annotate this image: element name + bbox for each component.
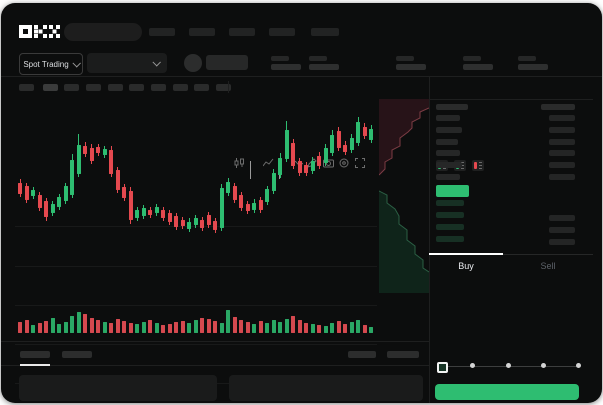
stat-label <box>396 56 414 61</box>
subheader: Spot Trading <box>1 47 602 76</box>
depth-bids-area <box>379 191 429 293</box>
ask-amount <box>549 115 575 121</box>
ask-price <box>436 115 460 121</box>
bid-price <box>436 212 464 218</box>
price-column-header <box>436 104 468 110</box>
timeframe-button[interactable] <box>194 84 209 91</box>
timeframe-button[interactable] <box>151 84 166 91</box>
nav-item[interactable] <box>229 28 255 36</box>
nav-item[interactable] <box>149 28 175 36</box>
stat-value <box>518 64 548 70</box>
book-asks-icon[interactable] <box>472 160 484 171</box>
okx-logo[interactable] <box>19 25 60 38</box>
timeframe-button[interactable] <box>108 84 123 91</box>
price-chart[interactable] <box>1 98 429 384</box>
volume-bars <box>15 299 377 333</box>
bottom-tab[interactable] <box>20 351 50 358</box>
tab-buy[interactable]: Buy <box>458 261 474 271</box>
timeframe-button[interactable] <box>86 84 101 91</box>
stat-value <box>396 64 426 70</box>
active-bottom-tab-underline <box>20 364 50 366</box>
screenshot-icon[interactable] <box>323 158 335 168</box>
pair-price-placeholder <box>206 55 248 70</box>
stat-label <box>518 56 536 61</box>
chart-settings-icon[interactable] <box>339 158 351 168</box>
ask-amount <box>549 138 575 145</box>
amount-column-header <box>541 104 575 110</box>
ask-price <box>436 126 462 133</box>
okx-trading-window: Spot Trading <box>1 3 602 403</box>
chevron-down-icon <box>152 58 161 67</box>
pair-selector[interactable] <box>87 53 167 73</box>
ask-price <box>436 150 460 157</box>
amount-slider[interactable] <box>437 362 581 373</box>
timeframe-button[interactable] <box>129 84 144 91</box>
slider-handle[interactable] <box>437 362 448 373</box>
ask-amount <box>549 174 575 180</box>
timeframe-button[interactable] <box>43 84 58 91</box>
depth-overlay <box>379 99 429 293</box>
slider-stop[interactable] <box>505 363 511 368</box>
nav-item[interactable] <box>269 28 295 36</box>
timeframe-button[interactable] <box>173 84 188 91</box>
bid-price <box>436 236 464 242</box>
timeframe-button[interactable] <box>216 84 231 91</box>
timeframe-button[interactable] <box>64 84 79 91</box>
header <box>1 3 602 47</box>
ask-amount <box>549 126 575 133</box>
bottom-link[interactable] <box>348 351 376 358</box>
tab-sell[interactable]: Sell <box>540 261 556 271</box>
stat-label <box>271 56 289 61</box>
search-input[interactable] <box>64 23 142 41</box>
orderbook-panel: Buy Sell <box>429 77 593 403</box>
chevron-down-icon <box>72 59 81 68</box>
slider-stop[interactable] <box>576 363 581 368</box>
bottom-link[interactable] <box>387 351 419 358</box>
candle-type-icon[interactable] <box>234 158 246 168</box>
slider-stop[interactable] <box>540 363 546 368</box>
market-type-selector[interactable]: Spot Trading <box>19 53 83 75</box>
nav-item[interactable] <box>189 28 215 36</box>
bid-price <box>436 200 464 206</box>
last-price-badge[interactable] <box>436 185 469 197</box>
timeframe-button[interactable] <box>19 84 34 91</box>
bottom-tab[interactable] <box>62 351 92 358</box>
ask-price <box>436 162 462 169</box>
ask-price <box>436 138 458 145</box>
ask-amount <box>549 162 575 169</box>
stat-value <box>271 64 301 70</box>
market-type-label: Spot Trading <box>23 59 69 69</box>
candles <box>15 99 377 299</box>
bottom-tabs <box>1 342 429 368</box>
stat-value <box>309 64 339 70</box>
indicators-icon[interactable] <box>263 158 275 168</box>
ask-price <box>436 174 460 180</box>
chart-toolbar <box>1 77 429 179</box>
bid-amount <box>549 239 575 245</box>
stat-label <box>309 56 327 61</box>
positions-table-placeholder[interactable] <box>229 375 423 401</box>
nav-item[interactable] <box>311 28 339 36</box>
active-tab-indicator <box>429 253 503 255</box>
slider-stop[interactable] <box>470 363 476 368</box>
bid-amount <box>549 227 575 233</box>
depth-asks-area <box>379 99 429 175</box>
ask-amount <box>549 150 575 157</box>
orders-table-placeholder[interactable] <box>19 375 217 401</box>
stat-value <box>463 64 493 70</box>
bid-amount <box>549 215 575 221</box>
bid-price <box>436 224 464 230</box>
fullscreen-icon[interactable] <box>355 158 367 168</box>
stat-label <box>463 56 481 61</box>
coin-avatar <box>184 54 202 72</box>
buy-submit-button[interactable] <box>435 384 579 400</box>
